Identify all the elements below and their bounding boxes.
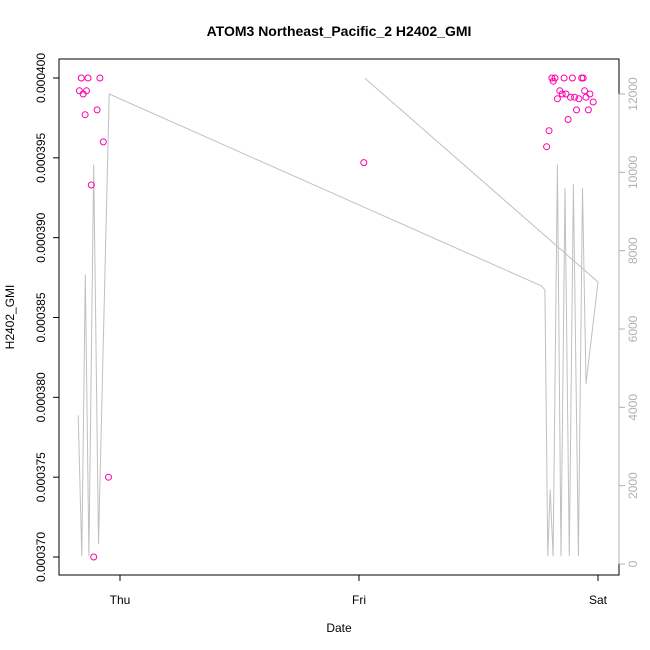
data-point bbox=[87, 181, 95, 189]
data-point bbox=[586, 90, 594, 98]
y-tick-label: 0.000380 bbox=[34, 372, 48, 422]
data-point bbox=[545, 127, 553, 135]
y-tick-label: 0.000390 bbox=[34, 212, 48, 262]
data-point bbox=[558, 90, 566, 98]
data-point bbox=[562, 90, 570, 98]
data-point bbox=[575, 95, 583, 103]
data-point bbox=[564, 116, 572, 123]
data-point bbox=[568, 74, 576, 82]
series-points-group bbox=[75, 74, 597, 561]
x-axis-label: Date bbox=[326, 621, 352, 635]
data-point bbox=[93, 106, 101, 114]
y-axis-label: H2402_GMI bbox=[3, 285, 17, 350]
y2-tick-label: 0 bbox=[626, 560, 640, 567]
data-point bbox=[99, 138, 107, 146]
y2-tick-label: 6000 bbox=[626, 315, 640, 342]
data-point bbox=[571, 93, 579, 101]
x-tick-label: Sat bbox=[589, 593, 608, 607]
plot-box bbox=[58, 58, 620, 576]
data-point bbox=[75, 87, 83, 95]
data-point bbox=[582, 93, 590, 101]
series-line-group bbox=[77, 77, 599, 557]
series-line bbox=[77, 77, 599, 557]
chart-title: ATOM3 Northeast_Pacific_2 H2402_GMI bbox=[207, 23, 472, 39]
data-point bbox=[573, 106, 580, 114]
y-tick-label: 0.000400 bbox=[34, 53, 48, 103]
data-point bbox=[543, 143, 551, 151]
data-point bbox=[553, 95, 561, 103]
data-point bbox=[96, 74, 104, 82]
y2-tick-label: 12000 bbox=[626, 77, 640, 111]
data-point bbox=[360, 159, 368, 167]
data-point bbox=[567, 93, 574, 101]
data-point bbox=[81, 111, 89, 119]
data-point bbox=[584, 106, 592, 114]
data-point bbox=[77, 74, 85, 82]
x-axis: Thu Fri Sat bbox=[110, 575, 608, 607]
data-point bbox=[105, 473, 112, 481]
y2-axis: 0 2000 4000 6000 8000 10000 12000 bbox=[618, 77, 640, 567]
data-point bbox=[589, 98, 597, 106]
y-tick-label: 0.000395 bbox=[34, 132, 48, 182]
data-point bbox=[560, 74, 568, 82]
y-tick-label: 0.000375 bbox=[34, 452, 48, 502]
y2-tick-label: 4000 bbox=[626, 394, 640, 421]
y2-tick-label: 8000 bbox=[626, 237, 640, 264]
data-point bbox=[84, 74, 92, 82]
data-point bbox=[581, 87, 589, 95]
y2-tick-label: 10000 bbox=[626, 155, 640, 189]
data-point bbox=[548, 74, 556, 82]
y-tick-label: 0.000385 bbox=[34, 292, 48, 342]
y-tick-label: 0.000370 bbox=[34, 532, 48, 582]
y-axis: 0.000370 0.000375 0.000380 0.000385 0.000390… bbox=[34, 53, 59, 582]
x-tick-label: Fri bbox=[352, 593, 366, 607]
data-point bbox=[551, 74, 559, 82]
data-point bbox=[579, 74, 587, 82]
x-tick-label: Thu bbox=[110, 593, 131, 607]
y2-tick-label: 2000 bbox=[626, 472, 640, 499]
data-point bbox=[90, 553, 98, 561]
data-point bbox=[83, 87, 90, 95]
